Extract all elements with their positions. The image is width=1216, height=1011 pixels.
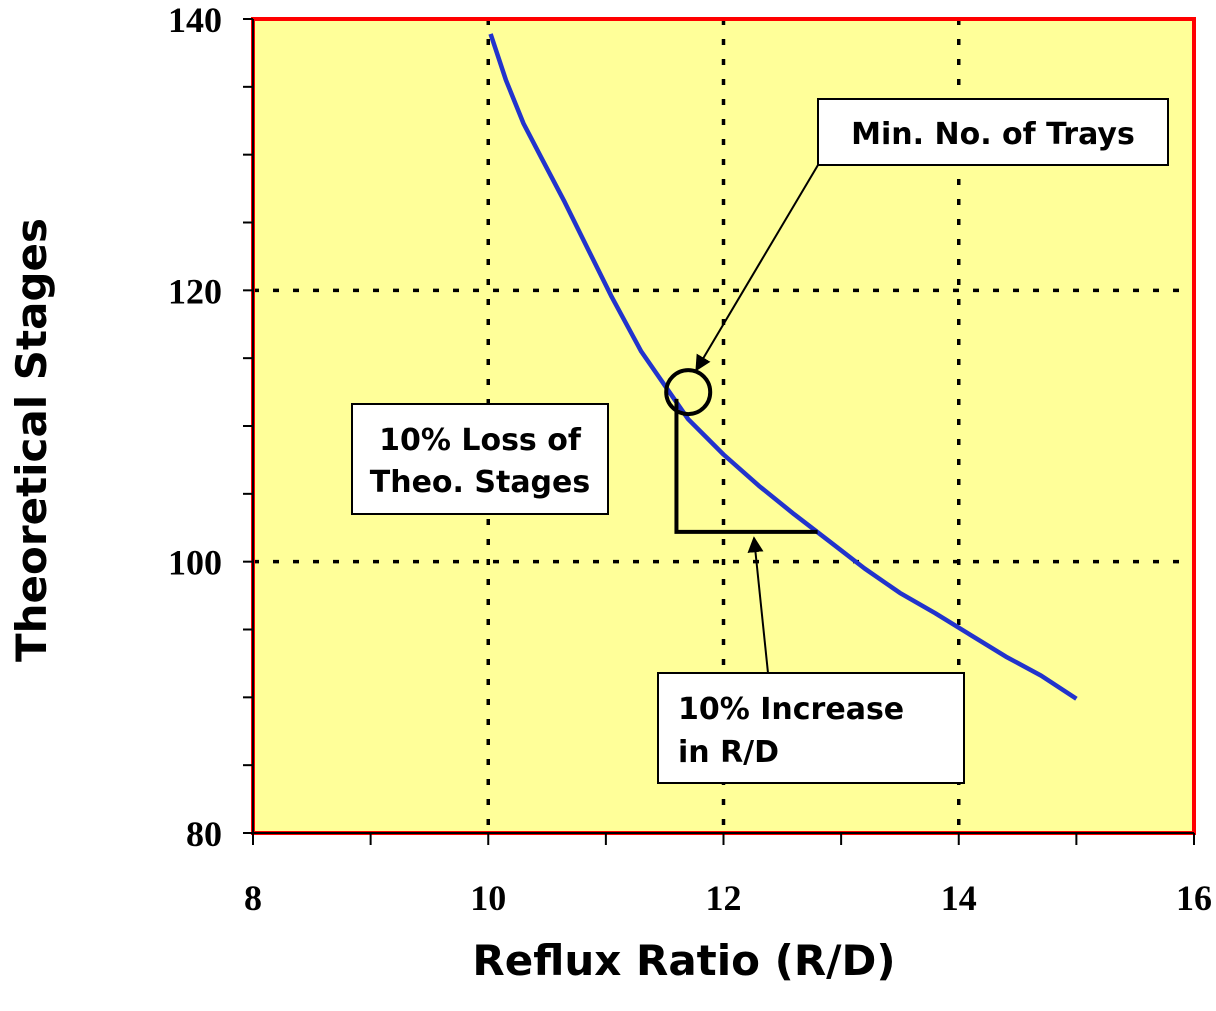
loss-label-line1: 10% Loss of bbox=[379, 423, 582, 458]
x-ticks: 8 10 12 14 16 bbox=[244, 833, 1212, 918]
y-tick-label: 80 bbox=[186, 814, 222, 854]
x-tick-label: 8 bbox=[244, 878, 262, 918]
increase-box bbox=[657, 672, 965, 784]
series-line bbox=[488, 33, 1078, 701]
x-tick-label: 14 bbox=[941, 878, 977, 918]
y-axis-title: Theoretical Stages bbox=[7, 218, 56, 662]
min-trays-label: Min. No. of Trays bbox=[851, 117, 1135, 152]
increase-label-line2: in R/D bbox=[678, 735, 779, 770]
callout-loss: 10% Loss of Theo. Stages bbox=[351, 403, 609, 515]
min-trays-marker bbox=[664, 368, 713, 417]
callout-increase: 10% Increase in R/D bbox=[657, 536, 965, 784]
x-tick-label: 16 bbox=[1176, 878, 1212, 918]
callout-min-trays: Min. No. of Trays bbox=[695, 98, 1169, 372]
increase-arrow bbox=[747, 536, 769, 674]
y-tick-label: 120 bbox=[168, 271, 222, 311]
step-marker bbox=[674, 398, 818, 534]
loss-label-line2: Theo. Stages bbox=[370, 465, 591, 500]
x-tick-label: 12 bbox=[706, 878, 742, 918]
min-trays-arrow bbox=[695, 164, 819, 372]
x-tick-label: 10 bbox=[470, 878, 506, 918]
y-ticks: 80 100 120 140 bbox=[168, 0, 253, 854]
y-tick-label: 100 bbox=[168, 543, 222, 583]
loss-box bbox=[351, 403, 609, 515]
x-axis-title: Reflux Ratio (R/D) bbox=[472, 936, 895, 985]
increase-label-line1: 10% Increase bbox=[678, 692, 904, 727]
min-trays-box bbox=[817, 98, 1169, 166]
y-tick-label: 140 bbox=[168, 0, 222, 40]
grid bbox=[253, 19, 1194, 833]
